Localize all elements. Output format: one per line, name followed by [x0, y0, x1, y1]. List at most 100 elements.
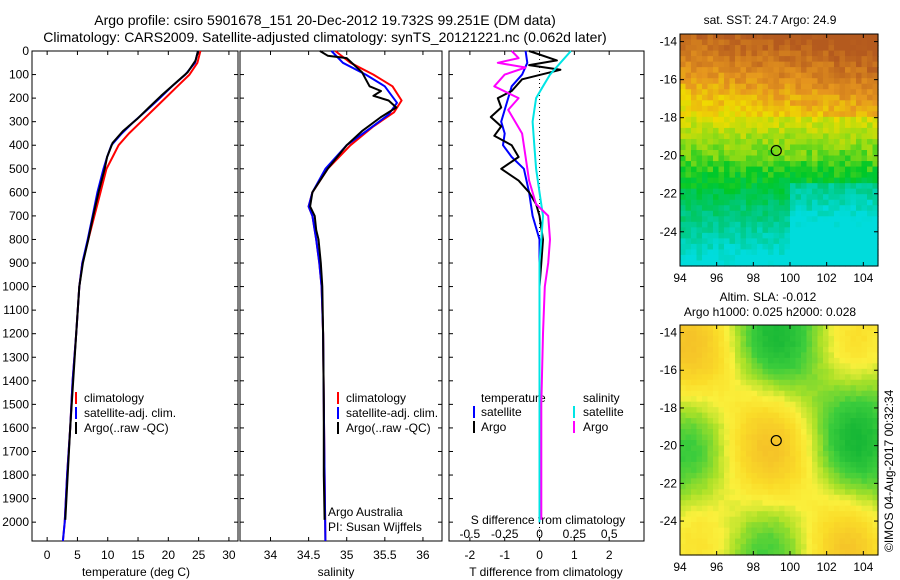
sst-map-ytick-label: -14 [660, 35, 678, 49]
map-cell [845, 232, 852, 239]
map-cell [801, 423, 808, 430]
map-cell [696, 177, 703, 184]
pressure-tick-label: 1000 [2, 280, 29, 294]
map-cell [779, 330, 786, 337]
map-cell [757, 221, 764, 228]
map-cell [729, 483, 736, 490]
map-cell [790, 56, 797, 63]
map-cell [718, 39, 725, 46]
map-cell [762, 188, 769, 195]
map-cell [795, 216, 802, 223]
map-cell [762, 450, 769, 458]
map-cell [856, 183, 863, 190]
map-cell [696, 500, 703, 507]
map-cell [729, 325, 736, 332]
map-cell [740, 363, 747, 370]
map-cell [828, 325, 835, 332]
map-cell [839, 238, 846, 245]
map-cell [762, 341, 769, 348]
map-cell [828, 138, 835, 146]
map-cell [867, 83, 874, 90]
map-cell [762, 100, 769, 107]
diff-legend-temperature-title: temperature [481, 391, 546, 405]
map-cell [812, 434, 819, 441]
map-cell [834, 34, 841, 41]
map-cell [779, 205, 786, 212]
map-cell [823, 440, 830, 447]
map-cell [762, 227, 769, 234]
map-cell [806, 390, 813, 397]
map-cell [707, 363, 714, 370]
map-cell [790, 396, 797, 403]
map-cell [861, 45, 868, 52]
map-cell [757, 127, 764, 135]
salinity-xlabel: salinity [318, 565, 355, 579]
map-cell [773, 440, 780, 447]
map-cell [779, 440, 786, 447]
map-cell [861, 396, 868, 403]
map-cell [696, 238, 703, 245]
map-cell [707, 412, 714, 419]
map-cell [718, 445, 725, 452]
map-cell [867, 325, 874, 332]
map-cell [696, 407, 703, 414]
map-cell [718, 183, 725, 190]
map-cell [740, 254, 747, 262]
map-cell [751, 221, 758, 228]
map-cell [823, 232, 830, 239]
map-cell [729, 172, 736, 179]
map-cell [856, 72, 863, 79]
map-cell [751, 412, 758, 419]
map-cell [696, 144, 703, 151]
map-cell [773, 116, 780, 123]
map-cell [795, 243, 802, 251]
map-cell [779, 390, 786, 397]
map-cell [740, 133, 747, 140]
map-cell [751, 127, 758, 135]
map-cell [828, 111, 835, 118]
map-cell [795, 172, 802, 179]
map-cell [872, 34, 879, 41]
map-cell [845, 423, 852, 430]
map-cell [762, 61, 769, 68]
map-cell [702, 172, 709, 179]
map-cell [707, 227, 714, 234]
map-cell [751, 150, 758, 157]
map-cell [746, 527, 753, 534]
map-cell [779, 144, 786, 151]
pressure-tick-label: 1500 [2, 397, 29, 411]
map-cell [801, 56, 808, 63]
map-cell [812, 450, 819, 458]
map-cell [691, 205, 698, 212]
map-cell [834, 67, 841, 74]
map-cell [823, 538, 830, 545]
map-cell [839, 472, 846, 479]
map-cell [839, 210, 846, 217]
map-cell [812, 155, 819, 162]
map-cell [861, 549, 868, 556]
map-cell [861, 385, 868, 392]
map-cell [867, 249, 874, 256]
map-cell [806, 133, 813, 140]
map-cell [817, 374, 824, 381]
map-cell [751, 434, 758, 441]
map-cell [702, 341, 709, 348]
map-cell [718, 210, 725, 217]
map-cell [861, 34, 868, 41]
map-cell [845, 325, 852, 332]
map-cell [839, 516, 846, 523]
map-cell [724, 335, 731, 343]
map-cell [729, 461, 736, 468]
map-cell [691, 325, 698, 332]
map-cell [839, 188, 846, 195]
map-cell [872, 260, 879, 267]
map-cell [817, 150, 824, 157]
map-cell [817, 522, 824, 529]
map-cell [680, 122, 687, 129]
map-cell [680, 94, 687, 101]
map-cell [713, 533, 720, 540]
map-cell [707, 50, 714, 57]
map-cell [757, 407, 764, 414]
map-cell [707, 527, 714, 534]
map-cell [867, 357, 874, 364]
